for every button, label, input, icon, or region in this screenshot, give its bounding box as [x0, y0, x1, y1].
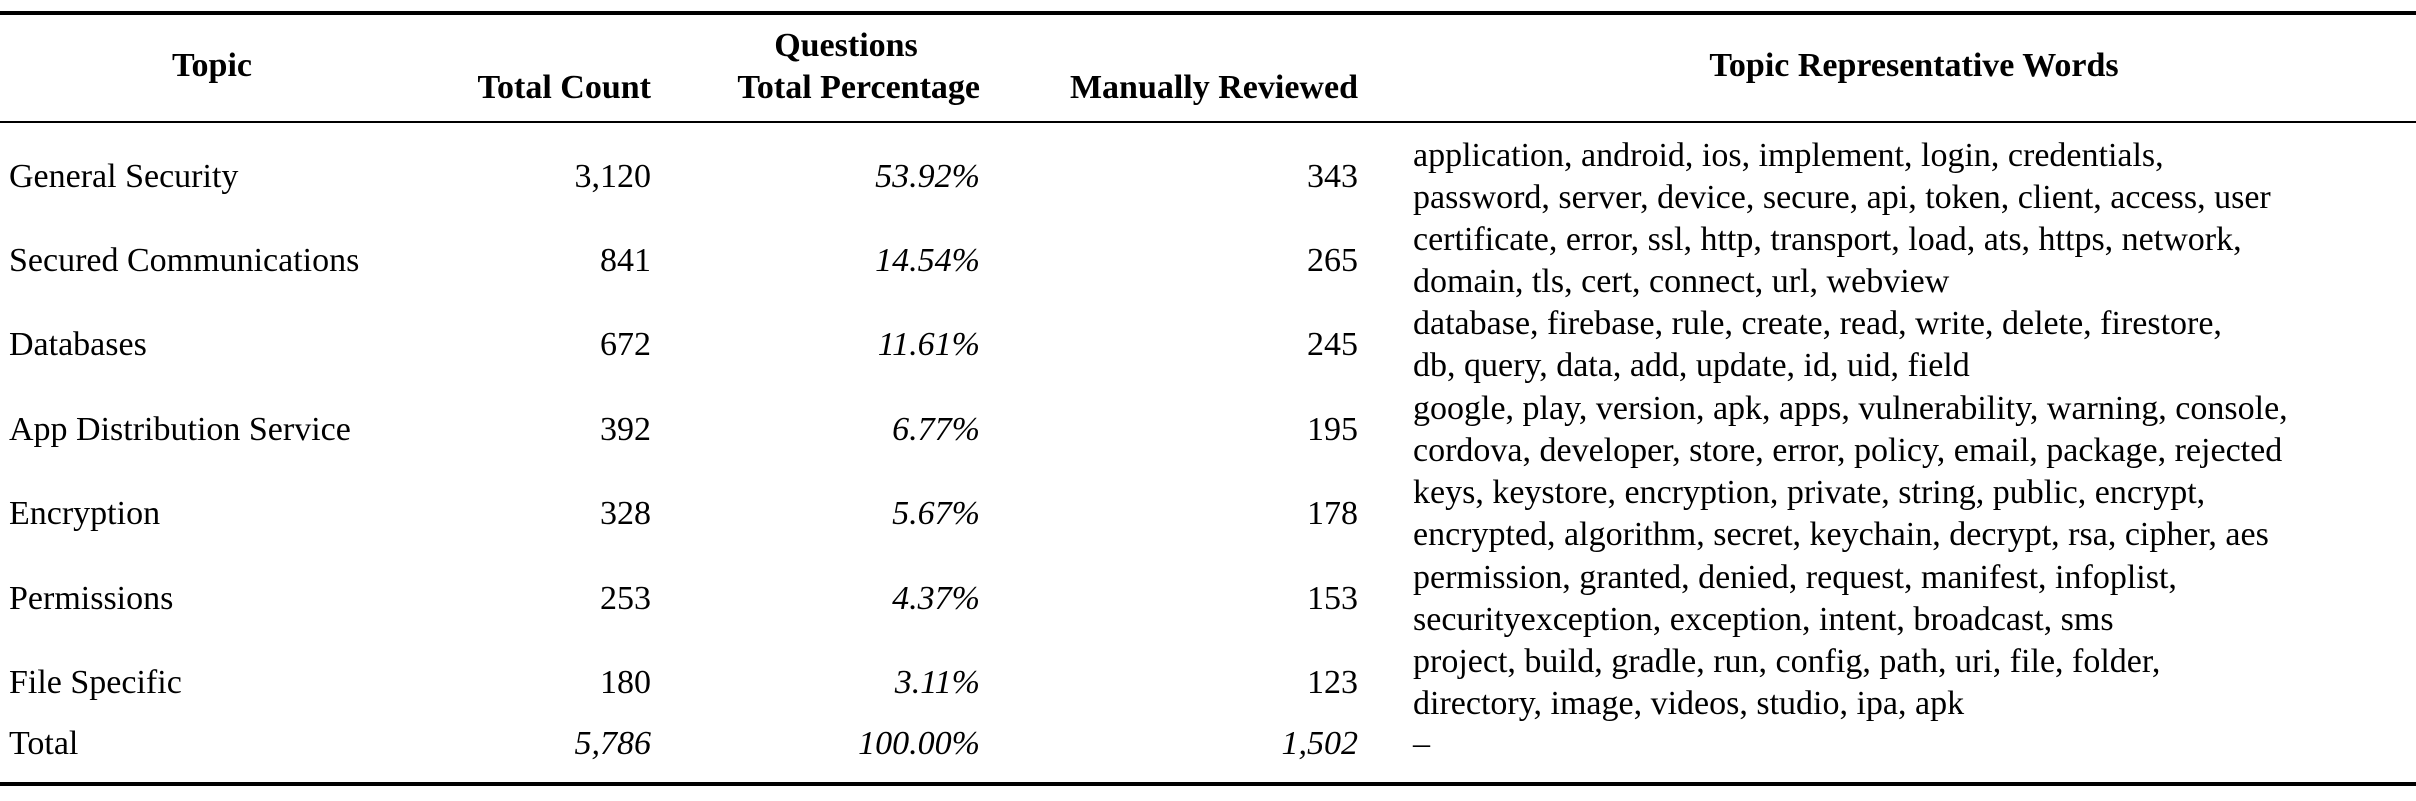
- topic-cell: Databases: [9, 326, 147, 363]
- table-row: App Distribution Service 392 6.77% 195 g…: [0, 388, 2416, 472]
- percentage-cell: 3.11%: [894, 664, 980, 701]
- count-cell: 180: [600, 664, 651, 701]
- reviewed-cell: 123: [1307, 664, 1358, 701]
- words-cell: application, android, ios, implement, lo…: [1413, 135, 2271, 219]
- words-line: encrypted, algorithm, secret, keychain, …: [1413, 516, 2269, 553]
- table-row: Encryption 328 5.67% 178 keys, keystore,…: [0, 472, 2416, 556]
- reviewed-cell: 195: [1307, 411, 1358, 448]
- table-row: Permissions 253 4.37% 153 permission, gr…: [0, 557, 2416, 641]
- reviewed-cell: 178: [1307, 495, 1358, 532]
- words-line: google, play, version, apk, apps, vulner…: [1413, 390, 2288, 427]
- top-rule: [0, 11, 2416, 15]
- count-cell: 672: [600, 326, 651, 363]
- words-line: domain, tls, cert, connect, url, webview: [1413, 263, 1950, 300]
- words-line: project, build, gradle, run, config, pat…: [1413, 643, 2161, 680]
- words-cell: project, build, gradle, run, config, pat…: [1413, 641, 2160, 725]
- total-label: Total: [9, 725, 79, 762]
- words-line: directory, image, videos, studio, ipa, a…: [1413, 685, 1965, 722]
- words-line: permission, granted, denied, request, ma…: [1413, 559, 2177, 596]
- reviewed-cell: 265: [1307, 242, 1358, 279]
- words-line: securityexception, exception, intent, br…: [1413, 601, 2114, 638]
- count-cell: 253: [600, 580, 651, 617]
- words-line: keys, keystore, encryption, private, str…: [1413, 474, 2206, 511]
- header-representative-words: Topic Representative Words: [1709, 47, 2119, 84]
- words-cell: permission, granted, denied, request, ma…: [1413, 557, 2177, 641]
- topic-cell: App Distribution Service: [9, 411, 351, 448]
- total-row: Total 5,786 100.00% 1,502 –: [0, 722, 2416, 778]
- header-manually-reviewed: Manually Reviewed: [1069, 69, 1358, 106]
- table-row: Secured Communications 841 14.54% 265 ce…: [0, 219, 2416, 303]
- header-total-count: Total Count: [477, 69, 651, 106]
- bottom-rule: [0, 782, 2416, 786]
- words-line: password, server, device, secure, api, t…: [1413, 179, 2271, 216]
- total-reviewed: 1,502: [1281, 725, 1359, 762]
- words-cell: certificate, error, ssl, http, transport…: [1413, 219, 2242, 303]
- total-count: 5,786: [574, 725, 652, 762]
- topic-cell: Secured Communications: [9, 242, 360, 279]
- words-line: application, android, ios, implement, lo…: [1413, 137, 2164, 174]
- total-words: –: [1413, 725, 1430, 762]
- topic-cell: Encryption: [9, 495, 161, 532]
- percentage-cell: 53.92%: [875, 158, 980, 195]
- table-row: Databases 672 11.61% 245 database, fireb…: [0, 303, 2416, 387]
- header-rule: [0, 121, 2416, 123]
- words-line: cordova, developer, store, error, policy…: [1413, 432, 2283, 469]
- total-percentage: 100.00%: [858, 725, 980, 762]
- reviewed-cell: 153: [1307, 580, 1358, 617]
- header-questions: Questions: [774, 27, 918, 64]
- count-cell: 841: [600, 242, 651, 279]
- words-line: certificate, error, ssl, http, transport…: [1413, 221, 2242, 258]
- words-cell: google, play, version, apk, apps, vulner…: [1413, 388, 2288, 472]
- percentage-cell: 5.67%: [892, 495, 980, 532]
- count-cell: 328: [600, 495, 651, 532]
- header-topic: Topic: [172, 47, 253, 84]
- words-cell: keys, keystore, encryption, private, str…: [1413, 472, 2269, 556]
- percentage-cell: 6.77%: [892, 411, 980, 448]
- table-row: General Security 3,120 53.92% 343 applic…: [0, 135, 2416, 219]
- percentage-cell: 4.37%: [892, 580, 980, 617]
- percentage-cell: 14.54%: [875, 242, 980, 279]
- count-cell: 3,120: [574, 158, 652, 195]
- topic-cell: Permissions: [9, 580, 174, 617]
- topic-cell: File Specific: [9, 664, 182, 701]
- reviewed-cell: 245: [1307, 326, 1358, 363]
- header-total-percentage: Total Percentage: [737, 69, 980, 106]
- topic-cell: General Security: [9, 158, 239, 195]
- words-line: db, query, data, add, update, id, uid, f…: [1413, 347, 1970, 384]
- count-cell: 392: [600, 411, 651, 448]
- words-line: database, firebase, rule, create, read, …: [1413, 305, 2222, 342]
- percentage-cell: 11.61%: [877, 326, 980, 363]
- words-cell: database, firebase, rule, create, read, …: [1413, 303, 2222, 387]
- reviewed-cell: 343: [1307, 158, 1358, 195]
- table-row: File Specific 180 3.11% 123 project, bui…: [0, 641, 2416, 725]
